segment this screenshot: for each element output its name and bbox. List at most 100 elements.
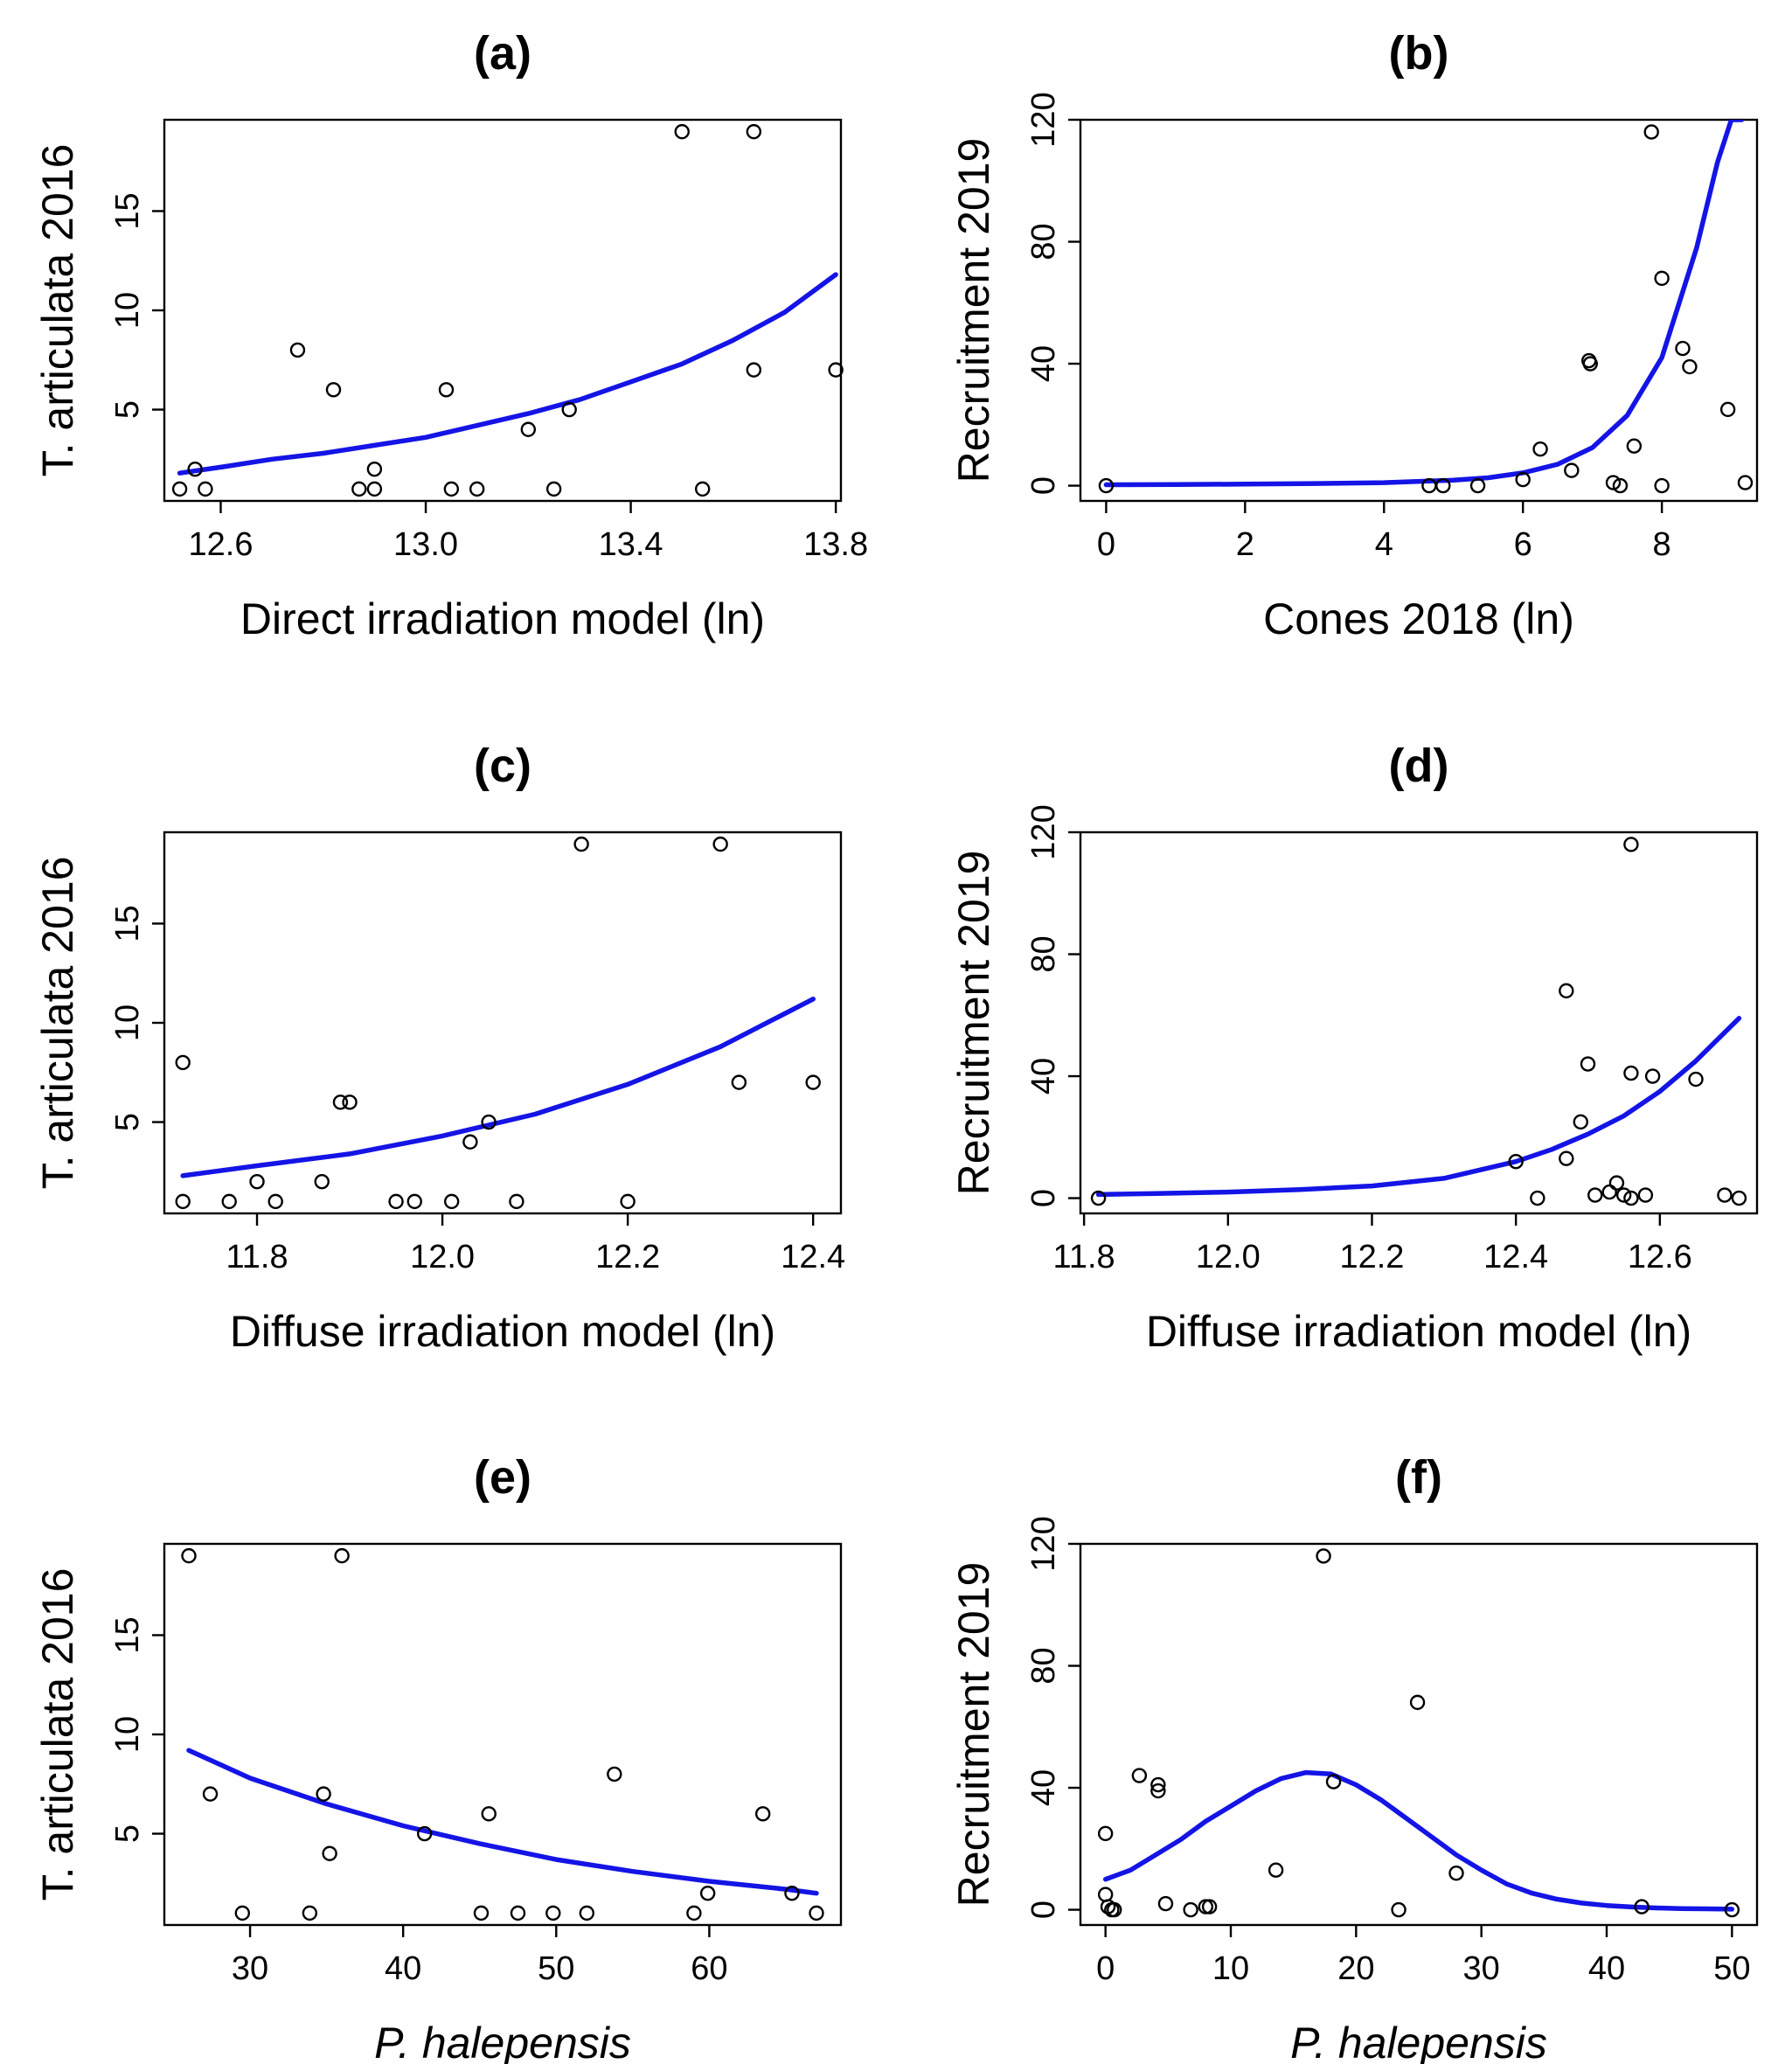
data-point	[712, 836, 728, 852]
data-point	[809, 1905, 824, 1922]
data-point	[388, 1193, 404, 1210]
y-tick-label: 120	[1025, 1516, 1062, 1571]
data-point	[1587, 1187, 1603, 1203]
x-axis-label: P. halepensis	[1290, 2019, 1547, 2064]
x-tick-label: 13.8	[803, 526, 868, 563]
data-point	[181, 1547, 197, 1564]
data-point	[1469, 477, 1486, 494]
data-point	[754, 1806, 771, 1822]
fit-line	[180, 997, 816, 1178]
x-tick-label: 20	[1337, 1950, 1374, 1987]
data-point	[406, 1193, 422, 1210]
x-tick-label: 60	[691, 1950, 727, 1987]
data-point	[334, 1547, 350, 1564]
x-tick-label: 50	[1713, 1950, 1750, 1987]
x-tick-label: 50	[538, 1950, 574, 1987]
x-tick-label: 0	[1096, 1950, 1115, 1987]
y-tick-label: 15	[109, 905, 146, 942]
data-point	[175, 1193, 191, 1210]
y-tick-label: 0	[1025, 476, 1062, 495]
data-point	[325, 382, 342, 398]
y-tick-label: 80	[1025, 935, 1062, 972]
data-point	[579, 1905, 595, 1922]
x-tick-label: 30	[232, 1950, 268, 1987]
data-point	[1582, 356, 1598, 372]
data-point	[573, 836, 589, 852]
data-point	[1654, 477, 1670, 494]
data-point	[694, 481, 711, 497]
data-point	[699, 1885, 716, 1901]
data-point	[1183, 1901, 1198, 1918]
panel-e: (e) 30 40 50 60 5 10 15 P. halepensis T. articula…	[33, 1451, 843, 2064]
x-tick-label: 12.4	[781, 1239, 845, 1275]
data-point	[1601, 1184, 1617, 1200]
panel-d: (d) 11.8 12.0 12.2 12.4 12.6 0 40 80 120 Diffuse i…	[949, 740, 1759, 1356]
x-tick-label: 40	[385, 1950, 421, 1987]
data-point	[1626, 438, 1643, 454]
data-point	[249, 1173, 265, 1190]
y-axis-label: T. articulata 2016	[33, 144, 82, 477]
data-area	[180, 997, 816, 1178]
plot-frame	[1079, 830, 1759, 1215]
x-tick-label: 10	[1212, 1950, 1249, 1987]
data-point	[1150, 1776, 1166, 1793]
data-point	[221, 1193, 237, 1210]
y-tick-label: 40	[1025, 345, 1062, 382]
x-tick-label: 40	[1588, 1950, 1625, 1987]
data-point	[316, 1786, 331, 1802]
data-point	[1580, 1056, 1596, 1072]
data-point	[561, 401, 577, 418]
data-area	[177, 272, 838, 476]
data-point	[1615, 1187, 1632, 1203]
data-point	[438, 382, 455, 398]
data-point	[510, 1905, 526, 1922]
data-point	[1532, 441, 1548, 457]
data-point	[1637, 1187, 1654, 1203]
fit-line	[177, 272, 838, 476]
data-point	[674, 123, 690, 140]
x-axis-label: Diffuse irradiation model (ln)	[1146, 1307, 1691, 1356]
x-tick-label: 0	[1097, 526, 1115, 563]
data-point	[366, 481, 383, 497]
plot-frame	[163, 830, 843, 1215]
data-point	[1316, 1548, 1331, 1564]
fit-line	[1103, 120, 1745, 488]
panel-title: (b)	[1389, 27, 1449, 80]
data-point	[520, 421, 537, 437]
y-tick-label: 5	[109, 400, 146, 419]
x-tick-label: 11.8	[1053, 1239, 1115, 1275]
data-point	[473, 1905, 490, 1922]
data-point	[1682, 358, 1698, 375]
data-point	[1724, 1901, 1740, 1918]
data-point	[1559, 983, 1574, 999]
y-tick-label: 10	[109, 1716, 146, 1753]
data-point	[784, 1885, 800, 1901]
data-point	[1097, 1887, 1114, 1902]
data-point	[686, 1905, 702, 1922]
data-point	[1559, 1150, 1574, 1166]
y-tick-label: 80	[1025, 223, 1062, 260]
data-point	[1098, 477, 1115, 494]
data-point	[1573, 1114, 1588, 1130]
fit-line	[1095, 1016, 1742, 1198]
x-tick-label: 4	[1375, 526, 1393, 563]
panel-title: (e)	[474, 1451, 531, 1504]
data-point	[1106, 1901, 1122, 1918]
x-tick-label: 12.4	[1483, 1239, 1548, 1275]
y-axis-label: Recruitment 2019	[949, 138, 998, 483]
x-tick-label: 12.0	[410, 1239, 475, 1275]
panel-title: (a)	[474, 27, 531, 80]
data-point	[1435, 477, 1451, 494]
data-point	[509, 1193, 524, 1210]
x-tick-label: 30	[1463, 1950, 1500, 1987]
panel-f: (f) 0 10 20 30 40 50 0 40 80 120 P. halepensis Recru…	[949, 1451, 1759, 2064]
data-point	[1090, 1190, 1107, 1206]
data-point	[1719, 401, 1736, 418]
y-tick-label: 15	[109, 192, 146, 229]
data-point	[267, 1193, 283, 1210]
data-point	[202, 1786, 219, 1802]
x-axis-label: Cones 2018 (ln)	[1263, 594, 1574, 643]
y-axis-label: T. articulata 2016	[33, 857, 82, 1190]
y-tick-label: 0	[1025, 1901, 1062, 1919]
x-tick-label: 6	[1514, 526, 1532, 563]
